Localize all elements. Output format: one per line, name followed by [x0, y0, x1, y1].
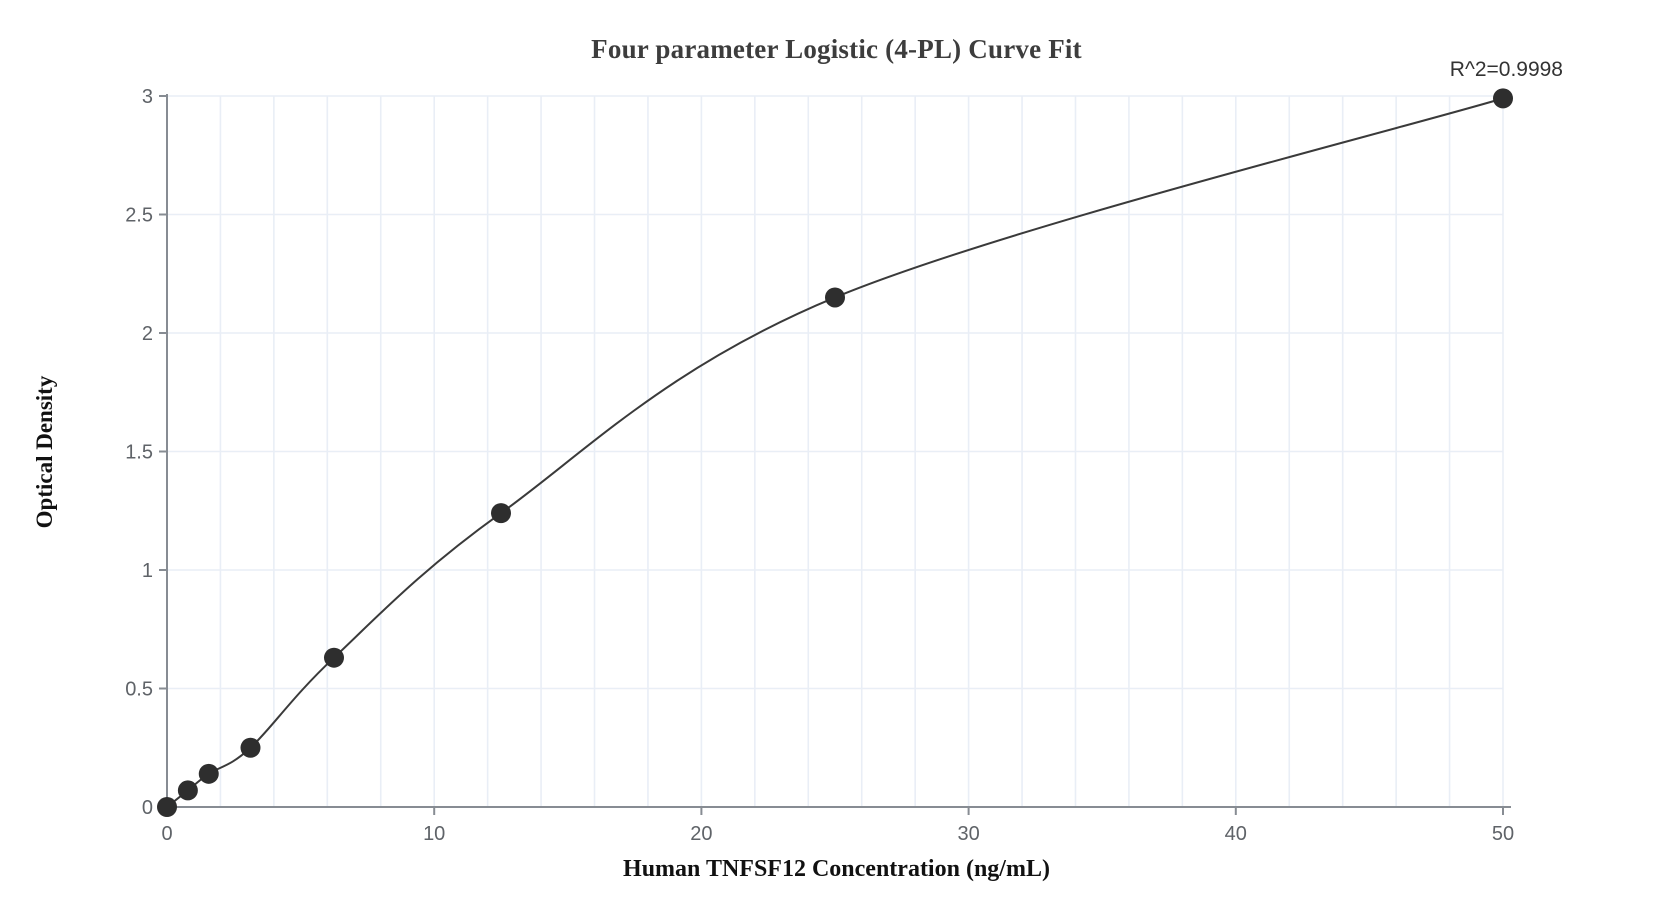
r-squared-annotation: R^2=0.9998: [1449, 58, 1563, 81]
x-tick-label: 50: [1492, 823, 1514, 845]
y-tick-label: 2.5: [125, 205, 153, 227]
x-tick-label: 20: [690, 823, 712, 845]
y-tick-label: 0.5: [125, 679, 153, 701]
data-point: [157, 797, 177, 817]
data-point: [1493, 88, 1513, 109]
chart-title: Four parameter Logistic (4-PL) Curve Fit: [591, 34, 1082, 64]
x-tick-label: 30: [957, 823, 979, 845]
data-point: [825, 287, 845, 308]
y-tick-label: 1: [142, 560, 153, 582]
x-tick-label: 40: [1225, 823, 1247, 845]
data-point: [324, 647, 344, 668]
data-point: [491, 503, 511, 524]
fit-curve: [166, 97, 1504, 808]
y-tick-label: 2: [142, 323, 153, 345]
y-tick-label: 0: [142, 797, 153, 819]
x-axis-label: Human TNFSF12 Concentration (ng/mL): [623, 856, 1050, 882]
data-point: [240, 737, 261, 758]
data-point: [177, 780, 198, 801]
data-point: [198, 763, 219, 784]
x-tick-label: 0: [161, 823, 172, 845]
x-tick-label: 10: [423, 823, 445, 845]
y-tick-label: 3: [142, 86, 153, 108]
y-tick-label: 1.5: [125, 442, 153, 464]
